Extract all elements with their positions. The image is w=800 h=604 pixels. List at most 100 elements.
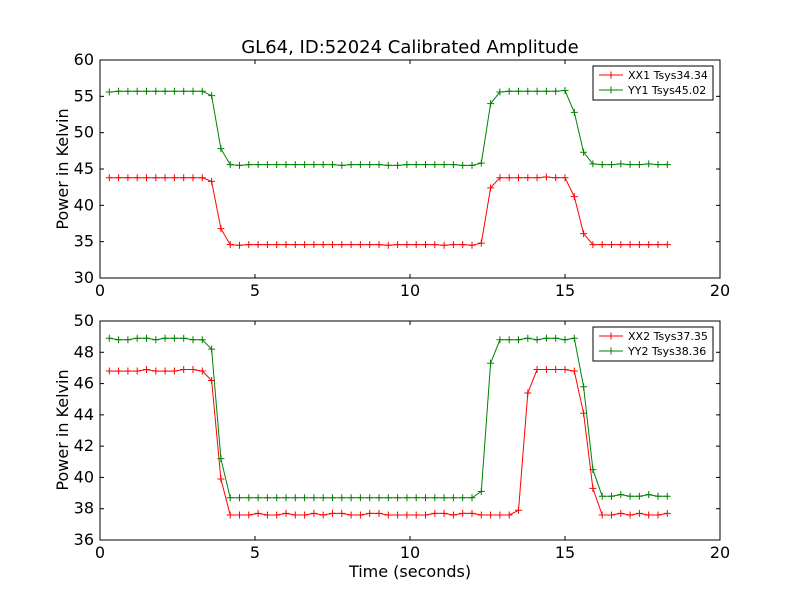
bottom-y-axis-label: Power in Kelvin (53, 369, 72, 490)
bottom-data-point (505, 336, 513, 344)
top-data-point (617, 160, 625, 168)
top-data-point (143, 174, 150, 182)
bottom-data-point (124, 367, 132, 375)
top-y-tick-label: 45 (74, 159, 94, 178)
bottom-data-point (198, 367, 206, 375)
bottom-data-point (356, 511, 364, 519)
top-data-point (254, 241, 262, 249)
bottom-data-point (226, 494, 234, 502)
bottom-data-point (412, 494, 420, 502)
top-data-point (170, 87, 178, 95)
bottom-data-point (561, 365, 569, 373)
bottom-data-point (608, 492, 615, 500)
bottom-data-point (245, 494, 253, 502)
bottom-data-point (459, 494, 467, 502)
bottom-data-point (645, 491, 653, 499)
top-data-point (449, 241, 457, 249)
bottom-data-point (440, 509, 448, 517)
bottom-data-point (217, 475, 225, 483)
bottom-data-point (663, 509, 671, 517)
bottom-data-point (366, 494, 374, 502)
top-data-point (245, 241, 253, 249)
top-data-point (198, 174, 206, 182)
bottom-data-point (347, 511, 355, 519)
top-data-point (319, 161, 327, 169)
top-data-point (282, 161, 290, 169)
top-data-point (356, 241, 364, 249)
top-data-point (152, 174, 160, 182)
top-data-point (291, 161, 299, 169)
top-data-point (598, 161, 606, 169)
top-data-point (366, 241, 374, 249)
bottom-data-point (263, 511, 271, 519)
top-data-point (645, 241, 653, 249)
top-data-point (533, 87, 541, 95)
bottom-x-tick-label: 20 (710, 543, 730, 562)
bottom-data-point (347, 494, 355, 502)
bottom-data-point (561, 336, 569, 344)
top-data-point (152, 87, 160, 95)
bottom-data-point (663, 492, 671, 500)
bottom-data-point (301, 511, 309, 519)
bottom-data-point (542, 365, 550, 373)
bottom-data-point (515, 336, 522, 344)
top-data-point (533, 174, 541, 182)
bottom-data-point (198, 336, 206, 344)
top-data-point (161, 174, 169, 182)
top-data-point (403, 161, 411, 169)
bottom-legend-label: YY2 Tsys38.36 (627, 345, 706, 358)
top-legend-box (592, 65, 714, 101)
top-data-point (542, 173, 550, 181)
top-data-point (329, 161, 336, 169)
bottom-data-point (542, 334, 550, 342)
top-data-point (180, 174, 188, 182)
bottom-data-point (254, 509, 262, 517)
top-data-point (375, 161, 383, 169)
top-data-point (180, 87, 188, 95)
top-data-point (570, 193, 578, 201)
top-data-point (431, 161, 439, 169)
top-data-point (617, 241, 625, 249)
top-data-point (273, 161, 281, 169)
bottom-data-point (273, 494, 281, 502)
top-data-point (663, 161, 671, 169)
top-data-point (496, 174, 504, 182)
top-data-point (226, 161, 234, 169)
top-data-point (412, 161, 420, 169)
bottom-data-point (654, 511, 662, 519)
top-data-point (236, 161, 243, 169)
bottom-data-point (375, 494, 383, 502)
bottom-data-point (570, 367, 578, 375)
bottom-x-tick-label: 10 (400, 543, 420, 562)
top-data-point (663, 241, 671, 249)
top-data-point (608, 161, 615, 169)
bottom-data-point (449, 494, 457, 502)
bottom-data-point (487, 359, 495, 367)
bottom-data-point (124, 336, 132, 344)
top-data-point (301, 241, 309, 249)
bottom-y-tick-label: 40 (74, 467, 94, 486)
top-data-point (552, 174, 560, 182)
bottom-data-point (635, 492, 643, 500)
bottom-data-point (329, 494, 336, 502)
top-data-point (468, 161, 476, 169)
top-data-point (459, 241, 467, 249)
top-data-point (208, 177, 216, 185)
top-data-point (570, 108, 578, 116)
top-data-point (319, 241, 327, 249)
bottom-data-point (170, 334, 178, 342)
bottom-data-point (580, 409, 588, 417)
top-x-tick-label: 5 (250, 281, 260, 300)
top-data-point (412, 241, 420, 249)
top-data-point (542, 87, 550, 95)
top-data-point (477, 239, 485, 247)
bottom-data-point (133, 367, 141, 375)
top-data-point (310, 241, 318, 249)
bottom-data-point (180, 365, 188, 373)
top-data-point (338, 241, 346, 249)
top-data-point (273, 241, 281, 249)
bottom-data-point (143, 365, 150, 373)
bottom-data-point (570, 334, 578, 342)
bottom-data-point (552, 365, 560, 373)
